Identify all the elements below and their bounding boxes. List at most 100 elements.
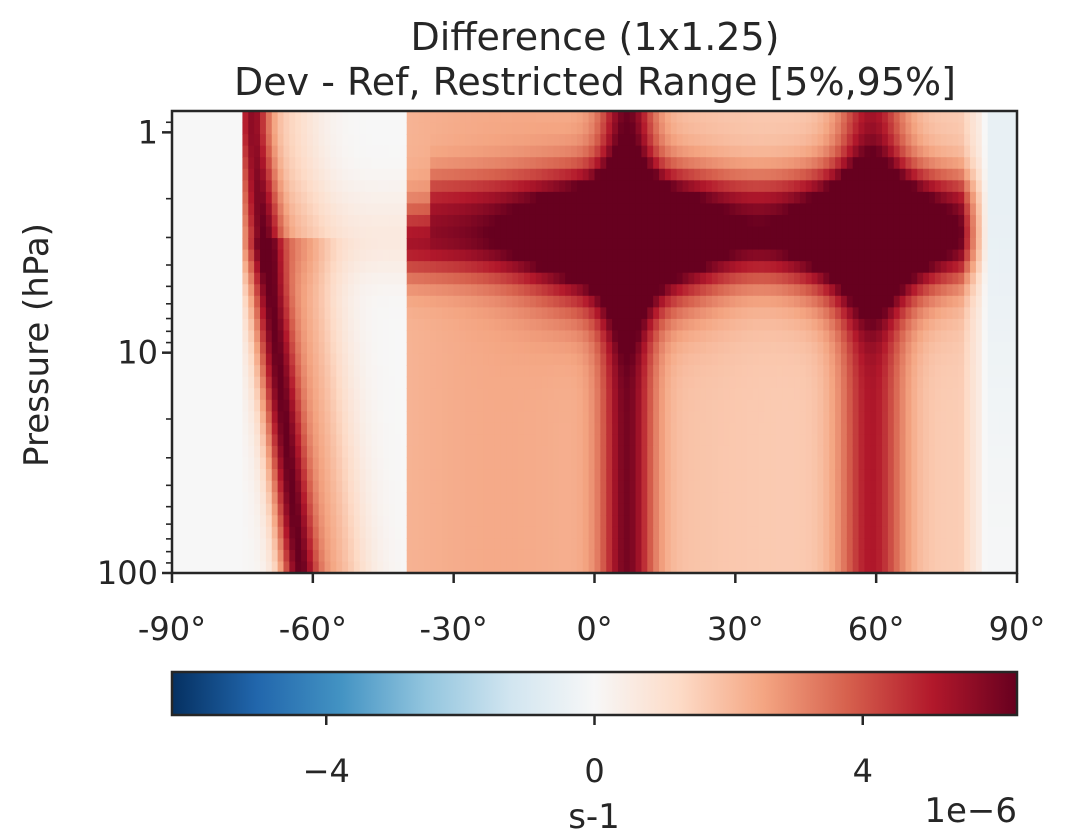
heatmap-cell	[659, 388, 666, 401]
heatmap-cell	[318, 365, 326, 378]
heatmap-cell	[483, 203, 490, 216]
heatmap-cell	[752, 342, 760, 355]
heatmap-cell	[694, 526, 701, 539]
heatmap-cell	[641, 203, 648, 216]
heatmap-cell	[723, 238, 731, 251]
heatmap-cell	[617, 422, 625, 435]
heatmap-cell	[635, 214, 643, 228]
heatmap-cell	[606, 411, 613, 424]
heatmap-cell	[483, 168, 490, 181]
heatmap-cell	[236, 203, 244, 216]
heatmap-cell	[676, 111, 684, 124]
heatmap-cell	[483, 480, 490, 493]
heatmap-cell	[465, 134, 472, 147]
heatmap-cell	[700, 157, 707, 170]
heatmap-cell	[389, 295, 396, 308]
heatmap-cell	[453, 561, 461, 574]
heatmap-cell	[788, 561, 795, 574]
heatmap-cell	[858, 168, 866, 181]
heatmap-cell	[799, 318, 807, 332]
heatmap-cell	[394, 503, 402, 516]
heatmap-cell	[623, 503, 631, 516]
heatmap-cell	[682, 157, 689, 170]
heatmap-cell	[700, 238, 707, 251]
heatmap-cell	[559, 168, 566, 181]
heatmap-cell	[864, 480, 871, 493]
heatmap-cell	[676, 330, 684, 343]
heatmap-cell	[430, 330, 437, 343]
heatmap-cell	[260, 492, 267, 505]
heatmap-cell	[858, 515, 866, 528]
heatmap-cell	[183, 549, 191, 563]
heatmap-cell	[318, 307, 326, 320]
heatmap-cell	[735, 561, 742, 574]
heatmap-cell	[541, 388, 549, 401]
heatmap-cell	[799, 238, 807, 251]
heatmap-cell	[623, 411, 631, 424]
heatmap-cell	[406, 480, 414, 493]
heatmap-cell	[723, 538, 731, 551]
heatmap-cell	[835, 295, 842, 308]
heatmap-cell	[406, 203, 414, 216]
heatmap-cell	[676, 203, 684, 216]
heatmap-cell	[717, 157, 725, 170]
heatmap-cell	[207, 561, 214, 574]
heatmap-cell	[529, 515, 537, 528]
heatmap-cell	[723, 457, 731, 470]
heatmap-cell	[524, 353, 531, 366]
heatmap-cell	[858, 191, 866, 204]
heatmap-cell	[213, 191, 220, 204]
heatmap-cell	[348, 445, 355, 459]
heatmap-cell	[406, 272, 414, 285]
heatmap-cell	[483, 295, 490, 308]
heatmap-cell	[430, 214, 437, 228]
heatmap-cell	[365, 249, 373, 262]
heatmap-cell	[794, 191, 801, 204]
heatmap-cell	[829, 261, 836, 274]
heatmap-cell	[788, 145, 795, 158]
heatmap-cell	[770, 168, 778, 181]
heatmap-cell	[641, 261, 648, 274]
heatmap-cell	[512, 492, 519, 505]
heatmap-cell	[887, 318, 895, 332]
heatmap-cell	[782, 180, 789, 193]
heatmap-cell	[594, 214, 601, 228]
heatmap-cell	[353, 445, 361, 459]
heatmap-cell	[629, 284, 637, 297]
heatmap-cell	[664, 469, 672, 482]
heatmap-cell	[447, 469, 455, 482]
heatmap-cell	[324, 422, 332, 435]
heatmap-cell	[295, 134, 302, 147]
heatmap-cell	[371, 411, 378, 424]
heatmap-cell	[342, 284, 349, 297]
heatmap-cell	[588, 111, 596, 124]
heatmap-cell	[195, 515, 202, 528]
heatmap-cell	[870, 203, 877, 216]
heatmap-cell	[723, 365, 731, 378]
heatmap-cell	[541, 168, 549, 181]
heatmap-cell	[295, 422, 302, 435]
heatmap-cell	[887, 457, 895, 470]
heatmap-cell	[306, 330, 314, 343]
heatmap-cell	[312, 411, 320, 424]
heatmap-cell	[840, 180, 848, 193]
heatmap-cell	[588, 503, 596, 516]
heatmap-cell	[594, 492, 601, 505]
heatmap-cell	[301, 214, 308, 228]
heatmap-cell	[664, 365, 672, 378]
heatmap-cell	[559, 261, 566, 274]
heatmap-cell	[606, 307, 613, 320]
heatmap-cell	[629, 549, 637, 563]
heatmap-cell	[289, 469, 296, 482]
heatmap-cell	[617, 411, 625, 424]
heatmap-cell	[670, 249, 678, 262]
heatmap-cell	[594, 318, 601, 332]
heatmap-cell	[758, 238, 766, 251]
heatmap-cell	[265, 295, 273, 308]
heatmap-cell	[483, 226, 490, 239]
heatmap-cell	[723, 503, 731, 516]
heatmap-cell	[864, 492, 871, 505]
heatmap-cell	[876, 388, 883, 401]
heatmap-cell	[858, 434, 866, 447]
heatmap-cell	[882, 111, 889, 124]
